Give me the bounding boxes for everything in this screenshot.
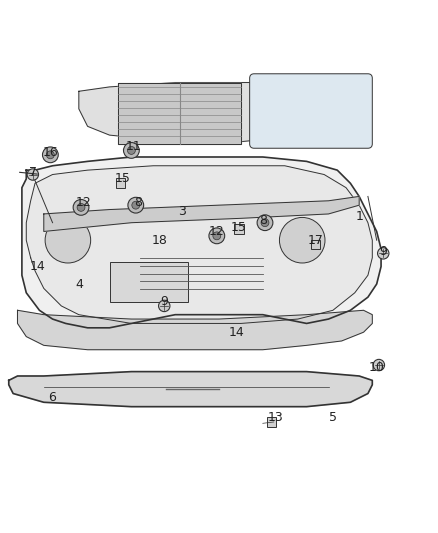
Text: 11: 11 xyxy=(126,140,141,152)
Polygon shape xyxy=(44,197,359,231)
Text: 15: 15 xyxy=(231,221,247,233)
Text: 9: 9 xyxy=(160,295,168,308)
Circle shape xyxy=(159,300,170,312)
Text: 18: 18 xyxy=(152,233,168,247)
Text: 16: 16 xyxy=(42,146,58,159)
Text: 9: 9 xyxy=(379,245,387,257)
Circle shape xyxy=(378,248,389,259)
Polygon shape xyxy=(118,83,241,144)
Text: 17: 17 xyxy=(307,233,323,247)
Text: 8: 8 xyxy=(259,214,267,227)
Polygon shape xyxy=(79,83,368,144)
Text: 14: 14 xyxy=(229,326,244,338)
Circle shape xyxy=(128,197,144,213)
Circle shape xyxy=(45,217,91,263)
Polygon shape xyxy=(26,166,372,324)
Bar xyxy=(234,224,244,234)
Circle shape xyxy=(73,199,89,215)
Circle shape xyxy=(127,147,135,155)
Text: 5: 5 xyxy=(329,411,337,424)
Circle shape xyxy=(373,359,385,371)
Circle shape xyxy=(46,151,54,159)
Text: 12: 12 xyxy=(209,225,225,238)
Circle shape xyxy=(279,217,325,263)
Circle shape xyxy=(213,232,221,240)
Text: 14: 14 xyxy=(29,260,45,273)
Text: 12: 12 xyxy=(75,197,91,209)
Circle shape xyxy=(77,204,85,211)
Text: 8: 8 xyxy=(134,197,142,209)
Text: 4: 4 xyxy=(75,278,83,290)
Bar xyxy=(311,240,320,249)
Polygon shape xyxy=(9,372,372,407)
Circle shape xyxy=(257,215,273,231)
Circle shape xyxy=(209,228,225,244)
FancyBboxPatch shape xyxy=(250,74,372,148)
Text: 7: 7 xyxy=(29,166,37,179)
Text: 15: 15 xyxy=(115,172,131,185)
Polygon shape xyxy=(18,310,372,350)
Text: 6: 6 xyxy=(49,391,57,405)
Circle shape xyxy=(124,142,139,158)
Text: 1: 1 xyxy=(355,209,363,223)
Bar xyxy=(110,262,188,302)
Text: 13: 13 xyxy=(268,411,284,424)
Circle shape xyxy=(42,147,58,163)
Text: 3: 3 xyxy=(178,205,186,218)
Bar xyxy=(267,417,276,427)
Circle shape xyxy=(261,219,269,227)
Circle shape xyxy=(132,201,140,209)
Polygon shape xyxy=(22,157,381,328)
Circle shape xyxy=(27,169,39,180)
Bar xyxy=(116,179,125,188)
Text: 10: 10 xyxy=(369,361,385,374)
